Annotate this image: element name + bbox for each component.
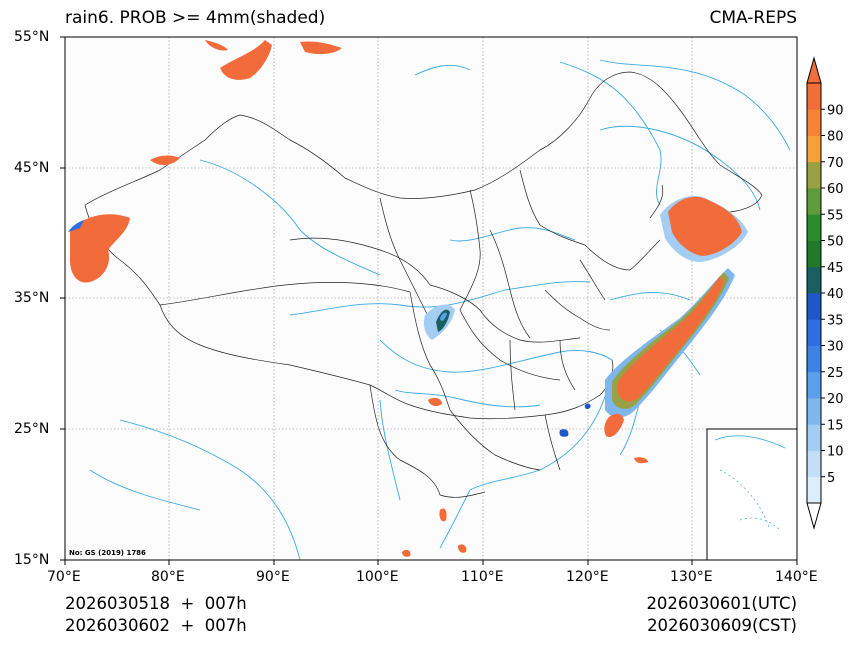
- precip-area-coast-dots-2: [584, 403, 591, 409]
- colorbar-label-80: 80: [827, 130, 844, 145]
- precip-area-guizhou: [428, 397, 442, 407]
- precip-area-central-core: [440, 312, 447, 321]
- colorbar-segment: [807, 476, 821, 504]
- colorbar-segment: [807, 450, 821, 478]
- inset-map: [706, 428, 797, 560]
- colorbar-label-25: 25: [827, 366, 844, 381]
- colorbar-segment: [807, 345, 821, 373]
- colorbar-label-15: 15: [827, 418, 844, 433]
- colorbar-segment: [807, 214, 821, 241]
- precip-area-mongolia-2: [300, 41, 342, 55]
- province-borders: [84, 71, 763, 498]
- colorbar-segment: [807, 371, 821, 399]
- colorbar-label-40: 40: [827, 287, 844, 302]
- valid-time-cst: 2026030609(CST): [647, 616, 797, 635]
- colorbar-label-70: 70: [827, 156, 844, 171]
- colorbar-segment: [807, 240, 821, 268]
- colorbar-segment: [807, 319, 821, 346]
- colorbar-upper-extend: [806, 56, 822, 84]
- precip-area-mongolia-1: [220, 40, 272, 80]
- init-time-cst: 2026030602 + 007h: [65, 616, 247, 635]
- precip-area-eastcoast: [618, 276, 724, 402]
- init-time-block: 2026030518 + 007h 2026030602 + 007h: [65, 593, 247, 637]
- colorbar-label-20: 20: [827, 392, 844, 407]
- valid-time-utc: 2026030601(UTC): [646, 594, 797, 613]
- precip-area-coast-dots: [559, 429, 569, 437]
- colorbar-label-55: 55: [827, 208, 844, 223]
- precip-area-south-3: [458, 544, 467, 553]
- colorbar-label-5: 5: [827, 471, 835, 486]
- colorbar-segment: [807, 188, 821, 215]
- init-time-utc: 2026030518 + 007h: [65, 594, 247, 613]
- precip-area-mongolia-3: [205, 40, 228, 51]
- lat-label-55: 55°N: [14, 29, 50, 45]
- precip-shading: [68, 40, 748, 557]
- lat-label-35: 35°N: [14, 290, 50, 306]
- lon-label-130: 130°E: [670, 569, 713, 585]
- map-background: [65, 37, 797, 560]
- model-name: CMA-REPS: [709, 8, 797, 28]
- colorbar-label-10: 10: [827, 445, 844, 460]
- colorbar: 5 10 15 20 25 30 35 40 45 50 55 60 70 80 90: [806, 56, 844, 530]
- lon-label-100: 100°E: [356, 569, 399, 585]
- precip-area-northeast: [668, 196, 742, 256]
- precip-area-west-edge: [68, 220, 84, 232]
- lat-label-45: 45°N: [14, 160, 50, 176]
- axis-ticks: [60, 36, 798, 565]
- colorbar-label-50: 50: [827, 235, 844, 250]
- lon-label-120: 120°E: [566, 569, 609, 585]
- precip-area-west: [70, 214, 130, 283]
- colorbar-label-30: 30: [827, 340, 844, 355]
- precip-area-taiwan: [604, 413, 624, 438]
- colorbar-segment: [807, 161, 821, 189]
- lon-label-80: 80°E: [151, 569, 185, 585]
- colorbar-label-60: 60: [827, 182, 844, 197]
- map-title: rain6. PROB >= 4mm(shaded): [65, 8, 326, 28]
- lon-label-90: 90°E: [256, 569, 290, 585]
- colorbar-label-90: 90: [827, 103, 844, 118]
- colorbar-lower-extend: [806, 502, 822, 530]
- precip-area-sea: [634, 457, 648, 464]
- lon-label-110: 110°E: [461, 569, 504, 585]
- lon-label-70: 70°E: [47, 569, 81, 585]
- lon-label-140: 140°E: [775, 569, 818, 585]
- colorbar-label-45: 45: [827, 261, 844, 276]
- colorbar-segment: [807, 398, 821, 425]
- lat-label-15: 15°N: [14, 552, 50, 568]
- colorbar-segment: [807, 83, 821, 110]
- graticule: [65, 37, 797, 560]
- colorbar-segment: [807, 109, 821, 136]
- precip-area-mongolia-4: [150, 155, 180, 166]
- map-credit: No: GS (2019) 1786: [69, 549, 146, 557]
- colorbar-segment: [807, 424, 821, 451]
- precip-area-south-2: [402, 549, 411, 557]
- precip-area-south-1: [439, 508, 447, 522]
- colorbar-segment: [807, 293, 821, 320]
- colorbar-segment: [807, 135, 821, 163]
- lat-label-25: 25°N: [14, 421, 50, 437]
- rivers-coastline: [89, 59, 791, 560]
- valid-time-block: 2026030601(UTC) 2026030609(CST): [646, 593, 797, 637]
- colorbar-label-35: 35: [827, 313, 844, 328]
- colorbar-segment: [807, 266, 821, 294]
